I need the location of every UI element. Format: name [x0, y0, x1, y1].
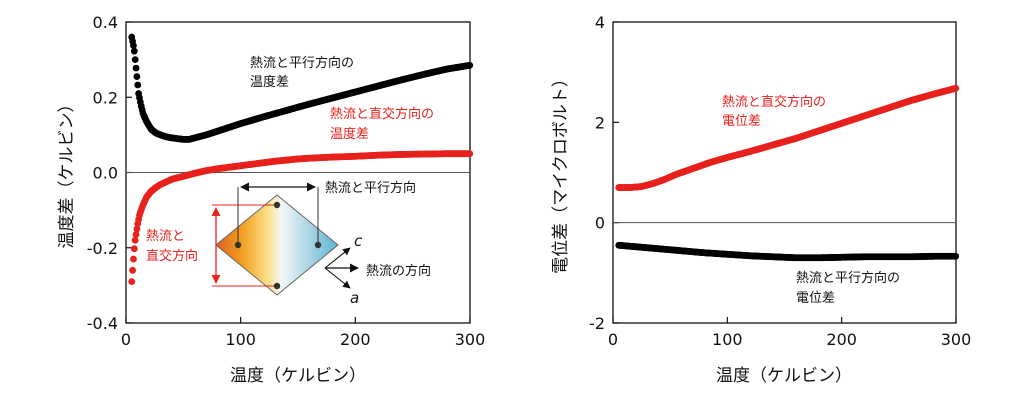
left-perp-annotation-line2: 温度差	[330, 126, 369, 142]
left-y-tick-label: 0.4	[93, 13, 118, 32]
right-x-tick-label: 0	[608, 330, 618, 349]
left-data-point	[130, 255, 137, 263]
right-x-tick-label: 200	[826, 330, 857, 349]
right-data-point	[952, 84, 960, 92]
left-perp-annotation-line1: 熱流と直交方向の	[330, 106, 434, 122]
left-y-tick-label: 0.0	[93, 164, 118, 183]
left-x-tick-label: 0	[121, 330, 131, 349]
axis-c-arrow	[324, 247, 351, 269]
left-data-point	[132, 231, 140, 238]
right-parallel-annotation-line1: 熱流と平行方向の	[796, 270, 900, 286]
right-perp-annotation-line1: 熱流と直交方向の	[722, 94, 826, 110]
left-data-point	[132, 64, 140, 72]
right-parallel-annotation-line2: 電位差	[796, 291, 835, 306]
left-parallel-annotation-line2: 温度差	[250, 74, 289, 90]
axis-c-label: c	[354, 232, 363, 250]
left-data-point	[131, 56, 139, 64]
left-data-point	[130, 245, 138, 253]
contact-dot-bottom	[273, 282, 281, 290]
left-x-axis-label: 温度（ケルビン）	[230, 366, 366, 386]
right-x-tick-label: 100	[712, 330, 743, 349]
right-y-axis-label: 電位差（マイクロボルト）	[551, 70, 571, 274]
left-data-point	[133, 73, 141, 80]
left-data-point	[130, 42, 137, 49]
left-axis-ticks: 0 100 200 300 -0.4 -0.2 0.0 0.2 0.4	[87, 13, 485, 349]
right-y-tick-label: 2	[595, 113, 605, 132]
left-data-point	[466, 61, 474, 69]
right-x-tick-label: 300	[941, 330, 972, 349]
inset-crystal-diagram: 熱流と平行方向 熱流と 直交方向 c a 熱流の方向	[146, 180, 431, 307]
heatflow-label: 熱流の方向	[366, 263, 431, 279]
right-series-0	[615, 84, 960, 191]
left-data-point	[134, 81, 142, 89]
left-chart: 0 100 200 300 -0.4 -0.2 0.0 0.2 0.4 温度差（ケルビン） 温度…	[57, 13, 485, 386]
right-perp-annotation-line2: 電位差	[722, 114, 761, 129]
contact-dot-top	[273, 201, 281, 209]
right-data-point	[952, 252, 960, 260]
left-y-tick-label: -0.2	[87, 239, 118, 258]
left-parallel-annotation-line1: 熱流と平行方向の	[250, 55, 354, 71]
contact-dot-right	[314, 241, 322, 249]
left-x-tick-label: 300	[455, 330, 486, 349]
left-series-0	[128, 33, 474, 143]
inset-perp-label-line1: 熱流と	[146, 229, 185, 244]
left-series-group	[128, 33, 474, 286]
left-y-axis-label: 温度差（ケルビン）	[57, 96, 77, 249]
axis-a-label: a	[350, 289, 359, 307]
right-y-tick-label: -2	[589, 314, 605, 333]
left-y-tick-label: -0.4	[87, 314, 118, 333]
inset-perp-label-line2: 直交方向	[146, 248, 198, 264]
left-y-tick-label: 0.2	[93, 88, 118, 107]
left-x-tick-label: 200	[340, 330, 371, 349]
left-data-point	[466, 150, 474, 158]
left-x-tick-label: 100	[225, 330, 256, 349]
axis-a-arrow	[324, 267, 351, 289]
contact-dot-left	[234, 241, 242, 249]
left-data-point	[128, 278, 136, 286]
left-data-point	[133, 225, 141, 233]
right-x-axis-label: 温度（ケルビン）	[716, 366, 852, 386]
left-data-point	[129, 266, 136, 274]
right-series-group	[615, 84, 960, 262]
right-series-1	[615, 241, 960, 262]
inset-parallel-label: 熱流と平行方向	[325, 180, 416, 196]
right-plot-frame	[612, 21, 957, 324]
left-data-point	[131, 236, 139, 244]
left-series-1	[128, 150, 474, 286]
right-y-tick-label: 4	[595, 13, 605, 32]
right-y-tick-label: 0	[595, 214, 605, 233]
left-data-point	[130, 47, 138, 55]
